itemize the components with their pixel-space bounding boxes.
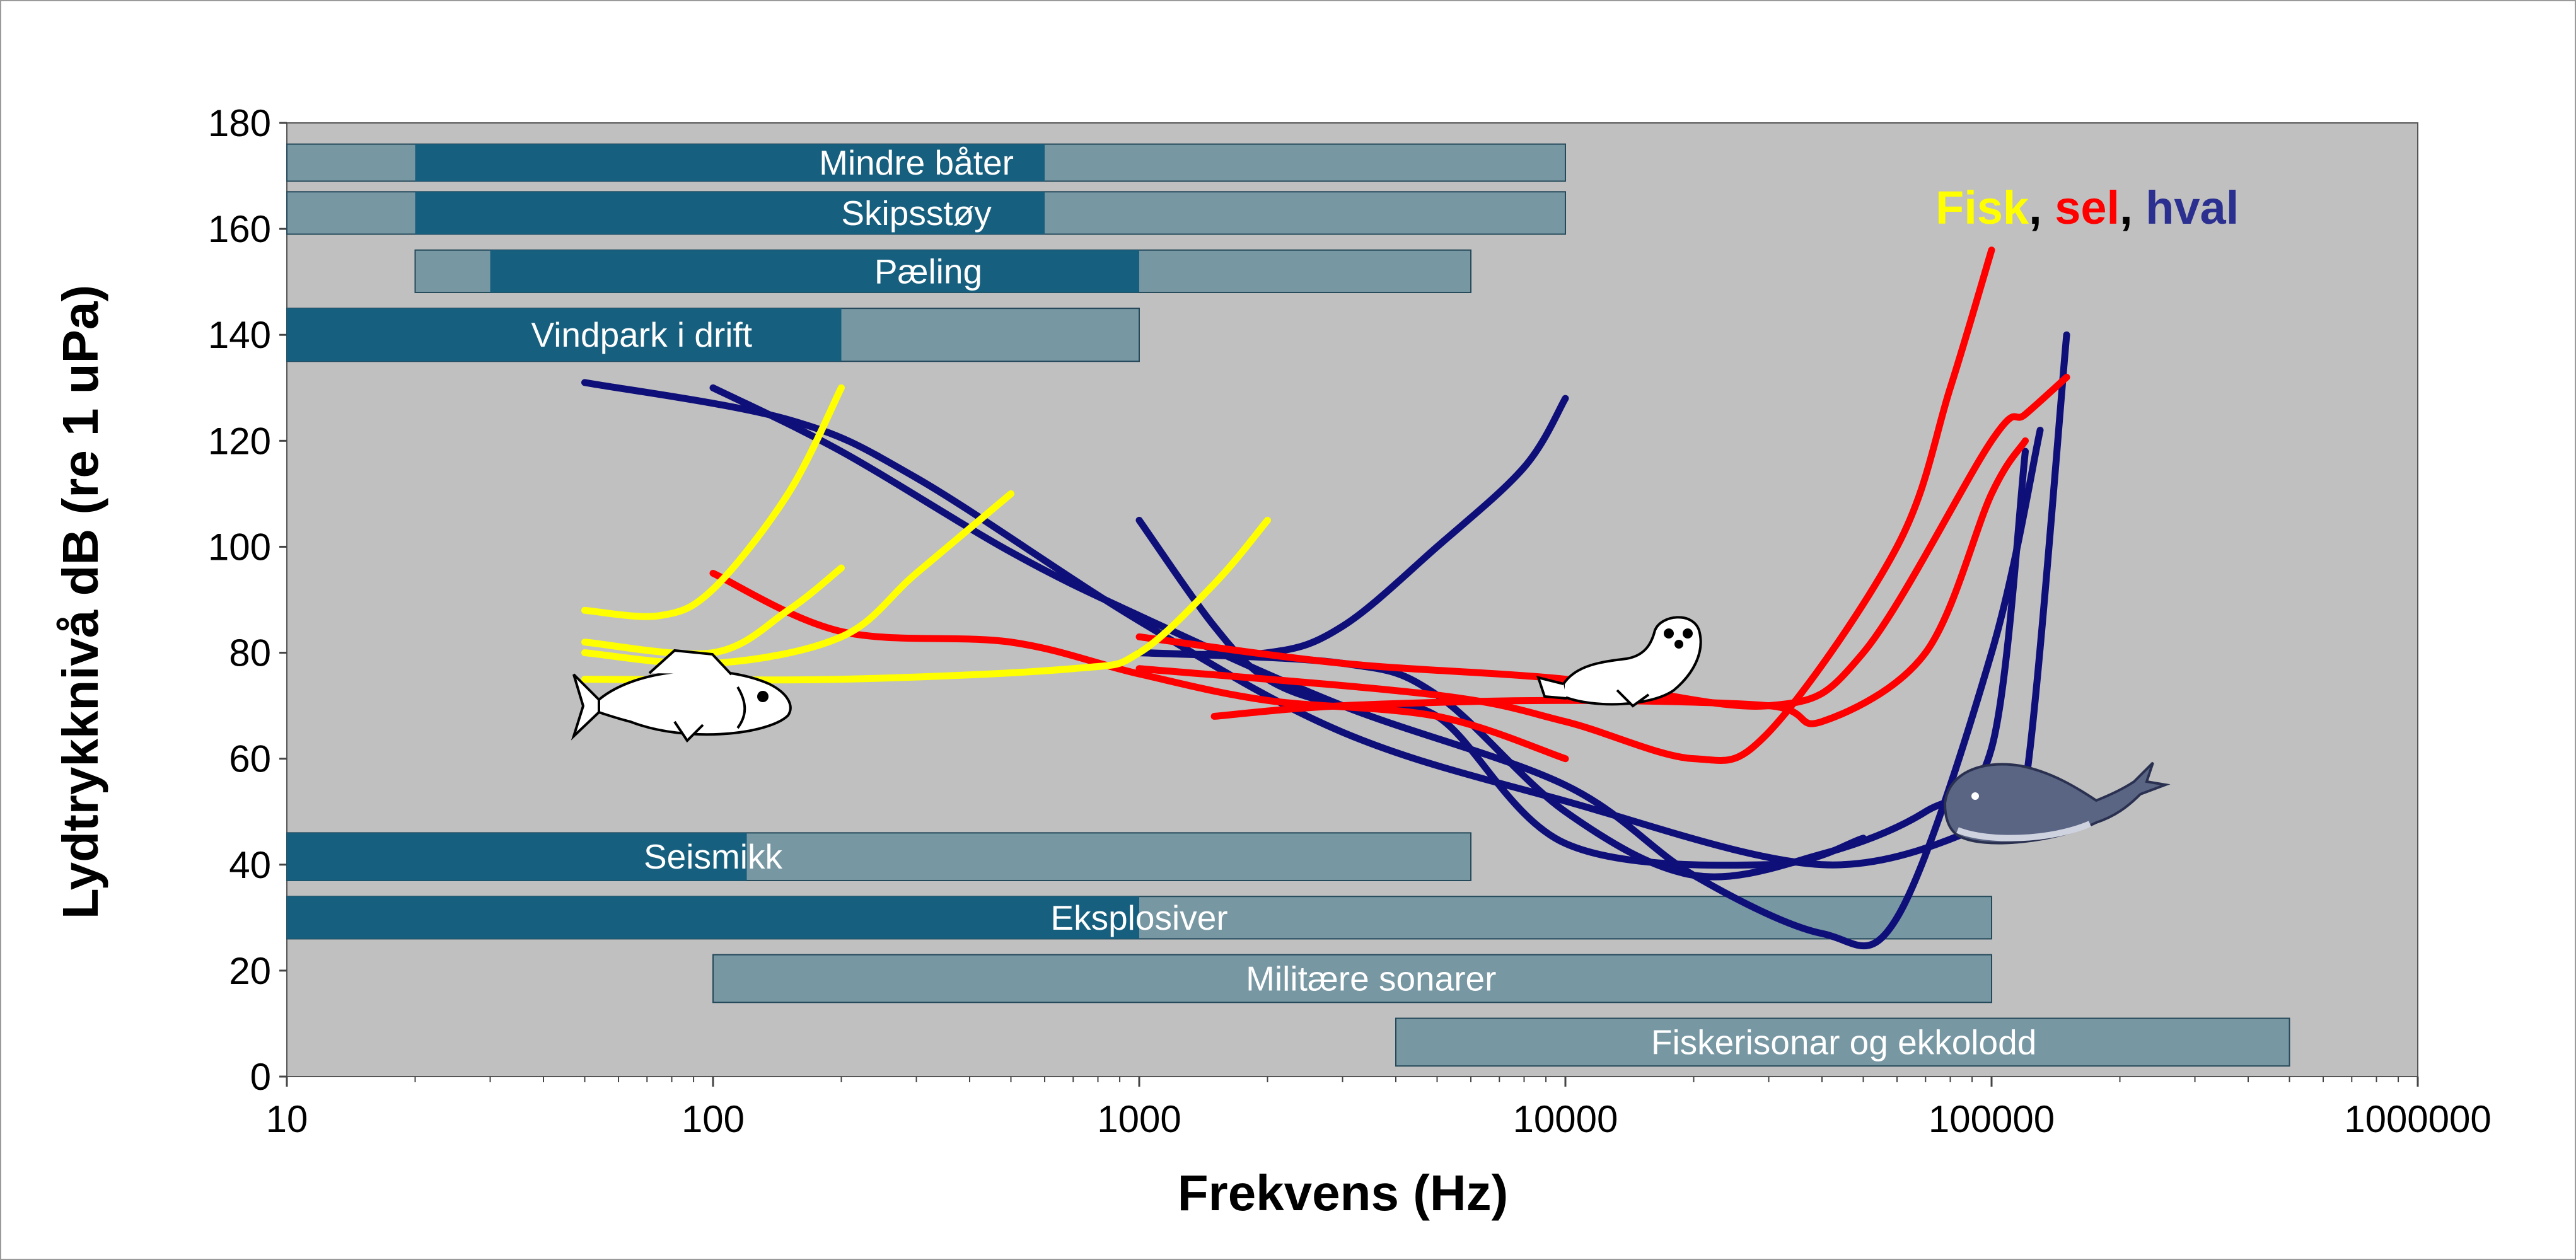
seal-icon bbox=[1536, 616, 1702, 708]
x-tick-label: 100 bbox=[682, 1098, 745, 1140]
band-dark bbox=[287, 833, 747, 881]
band-label: Pæling bbox=[874, 251, 982, 291]
legend-comma-1: , bbox=[2029, 182, 2055, 234]
band-label: Seismikk bbox=[644, 837, 783, 876]
y-axis-title: Lydtrykknivå dB (re 1 uPa) bbox=[52, 285, 108, 919]
whale-icon bbox=[1943, 761, 2171, 845]
y-tick-label: 20 bbox=[229, 950, 271, 992]
band-label: Vindpark i drift bbox=[531, 315, 753, 354]
band-dark bbox=[287, 896, 1139, 939]
x-tick-label: 10000 bbox=[1513, 1098, 1618, 1140]
curve-sel bbox=[709, 569, 1569, 763]
y-tick-label: 180 bbox=[208, 102, 271, 144]
x-axis-title: Frekvens (Hz) bbox=[1178, 1165, 1509, 1221]
band-label: Skipsstøy bbox=[841, 194, 992, 233]
x-tick-label: 1000000 bbox=[2344, 1098, 2492, 1140]
legend-text: Fisk, sel, hval bbox=[1935, 182, 2239, 234]
band-label: Mindre båter bbox=[819, 143, 1014, 182]
y-tick-label: 120 bbox=[208, 420, 271, 462]
curve-sel bbox=[1135, 246, 1995, 764]
y-tick-label: 100 bbox=[208, 526, 271, 568]
curve-fisk bbox=[581, 384, 845, 620]
band-light bbox=[712, 954, 1992, 1003]
band-dark bbox=[490, 250, 1140, 292]
curve-hval bbox=[709, 384, 2044, 949]
noise-bands: Mindre båter Skipsstøy Pæling Vindpark i dr… bbox=[286, 143, 2290, 1067]
band-light bbox=[1395, 1017, 2290, 1067]
band-label: Fiskerisonar og ekkolodd bbox=[1651, 1022, 2036, 1061]
x-tick-label: 10 bbox=[266, 1098, 308, 1140]
legend-comma-2: , bbox=[2120, 182, 2145, 234]
y-tick-label: 0 bbox=[250, 1056, 271, 1098]
y-tick-label: 80 bbox=[229, 632, 271, 674]
x-tick-label: 100000 bbox=[1929, 1098, 2055, 1140]
band-label: Eksplosiver bbox=[1050, 898, 1227, 937]
animal-icons bbox=[571, 616, 2171, 845]
band-dark bbox=[287, 308, 842, 362]
curve-fisk bbox=[581, 564, 845, 657]
y-tick-label: 60 bbox=[229, 738, 271, 780]
band-dark bbox=[415, 192, 1045, 234]
fish-icon bbox=[571, 649, 792, 743]
legend: Fisk, sel, hval bbox=[1935, 182, 2239, 234]
band-dark bbox=[415, 144, 1045, 182]
curve-sel bbox=[1210, 437, 2029, 727]
y-tick-label: 140 bbox=[208, 314, 271, 356]
axis-ticks: 0 20 40 60 80 100 120 140 160 180 10 100 1000 10000 10… bbox=[208, 102, 2492, 1140]
y-tick-label: 40 bbox=[229, 844, 271, 886]
band-label: Militære sonarer bbox=[1246, 959, 1496, 998]
legend-fisk: Fisk bbox=[1935, 182, 2029, 234]
legend-sel: sel bbox=[2055, 182, 2120, 234]
y-tick-label: 160 bbox=[208, 208, 271, 250]
x-tick-label: 1000 bbox=[1097, 1098, 1181, 1140]
legend-hval: hval bbox=[2145, 182, 2239, 234]
